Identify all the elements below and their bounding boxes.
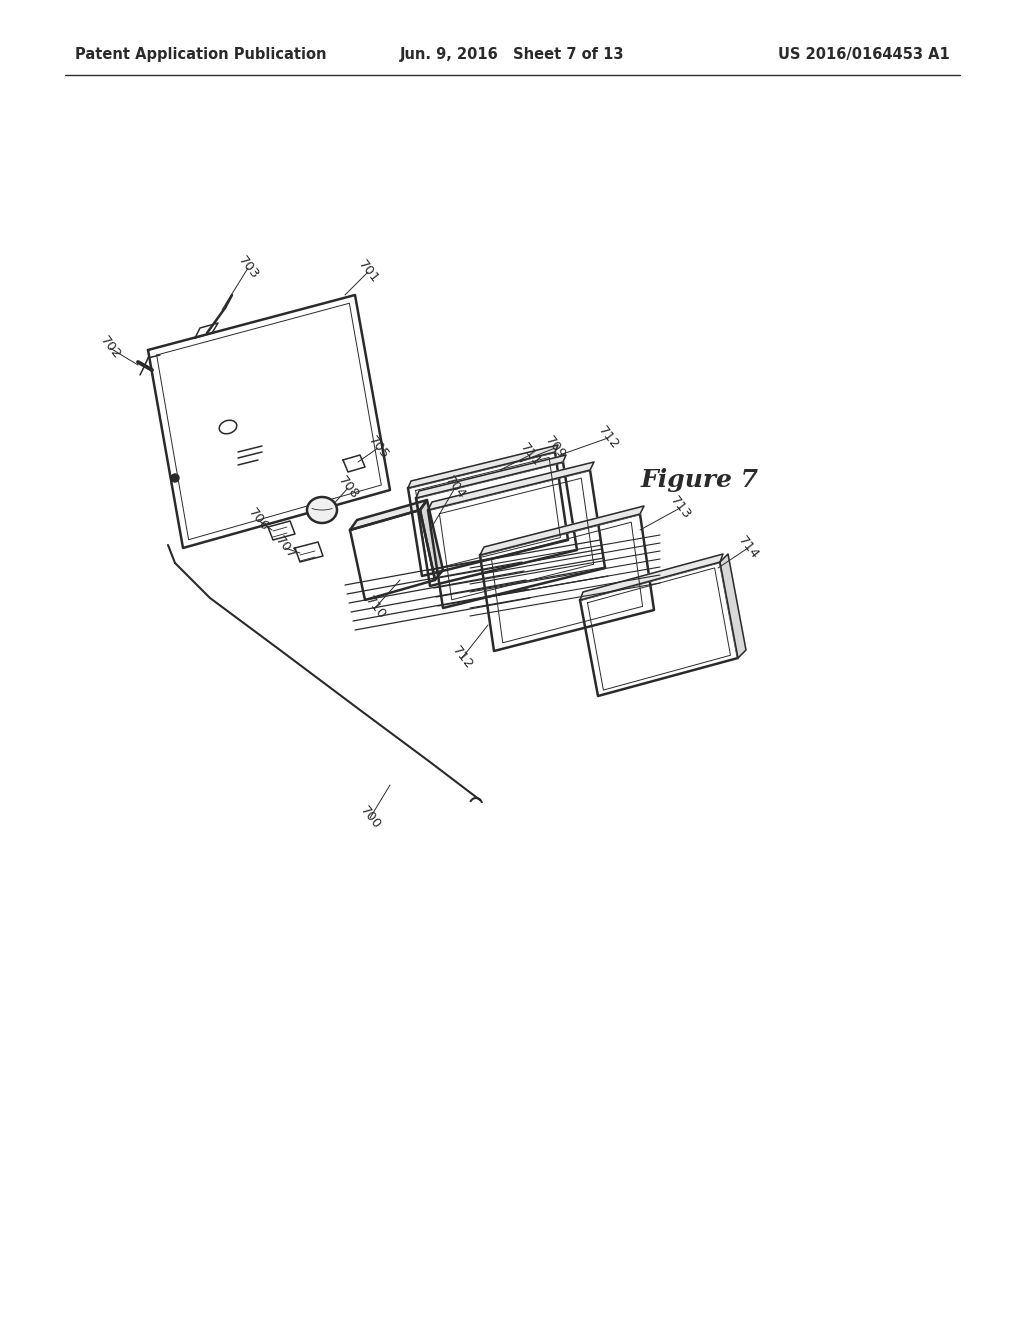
Polygon shape	[408, 451, 568, 576]
Text: 701: 701	[355, 257, 381, 286]
Text: Jun. 9, 2016   Sheet 7 of 13: Jun. 9, 2016 Sheet 7 of 13	[399, 48, 625, 62]
Circle shape	[171, 474, 179, 482]
Polygon shape	[580, 562, 738, 696]
Polygon shape	[195, 323, 218, 338]
Polygon shape	[416, 455, 566, 498]
Text: 708: 708	[335, 474, 360, 502]
Text: 707: 707	[272, 535, 298, 562]
Text: 712: 712	[450, 644, 475, 672]
Text: 706: 706	[245, 506, 271, 535]
Text: 703: 703	[236, 253, 261, 282]
Polygon shape	[343, 455, 365, 473]
Polygon shape	[720, 554, 746, 657]
Polygon shape	[480, 506, 644, 554]
Text: 705: 705	[366, 434, 391, 462]
Polygon shape	[295, 543, 323, 562]
Polygon shape	[420, 500, 443, 579]
Polygon shape	[268, 521, 295, 540]
Text: 714: 714	[735, 535, 761, 562]
Text: 713: 713	[667, 494, 693, 521]
Text: US 2016/0164453 A1: US 2016/0164453 A1	[778, 48, 950, 62]
Polygon shape	[580, 554, 723, 601]
Text: 710: 710	[362, 594, 388, 622]
Text: 702: 702	[97, 334, 123, 362]
Polygon shape	[350, 510, 435, 601]
Text: 712: 712	[595, 424, 621, 451]
Polygon shape	[350, 500, 427, 531]
Polygon shape	[480, 513, 654, 651]
Text: 711: 711	[517, 441, 543, 469]
Polygon shape	[408, 445, 558, 488]
Text: Patent Application Publication: Patent Application Publication	[75, 48, 327, 62]
Polygon shape	[416, 462, 577, 586]
Text: 700: 700	[357, 804, 383, 832]
Text: 709: 709	[542, 434, 568, 462]
Polygon shape	[428, 462, 594, 510]
Polygon shape	[148, 294, 390, 548]
Ellipse shape	[307, 498, 337, 523]
Text: Figure 7: Figure 7	[641, 469, 759, 492]
Text: 704: 704	[442, 474, 468, 502]
Polygon shape	[428, 470, 605, 609]
